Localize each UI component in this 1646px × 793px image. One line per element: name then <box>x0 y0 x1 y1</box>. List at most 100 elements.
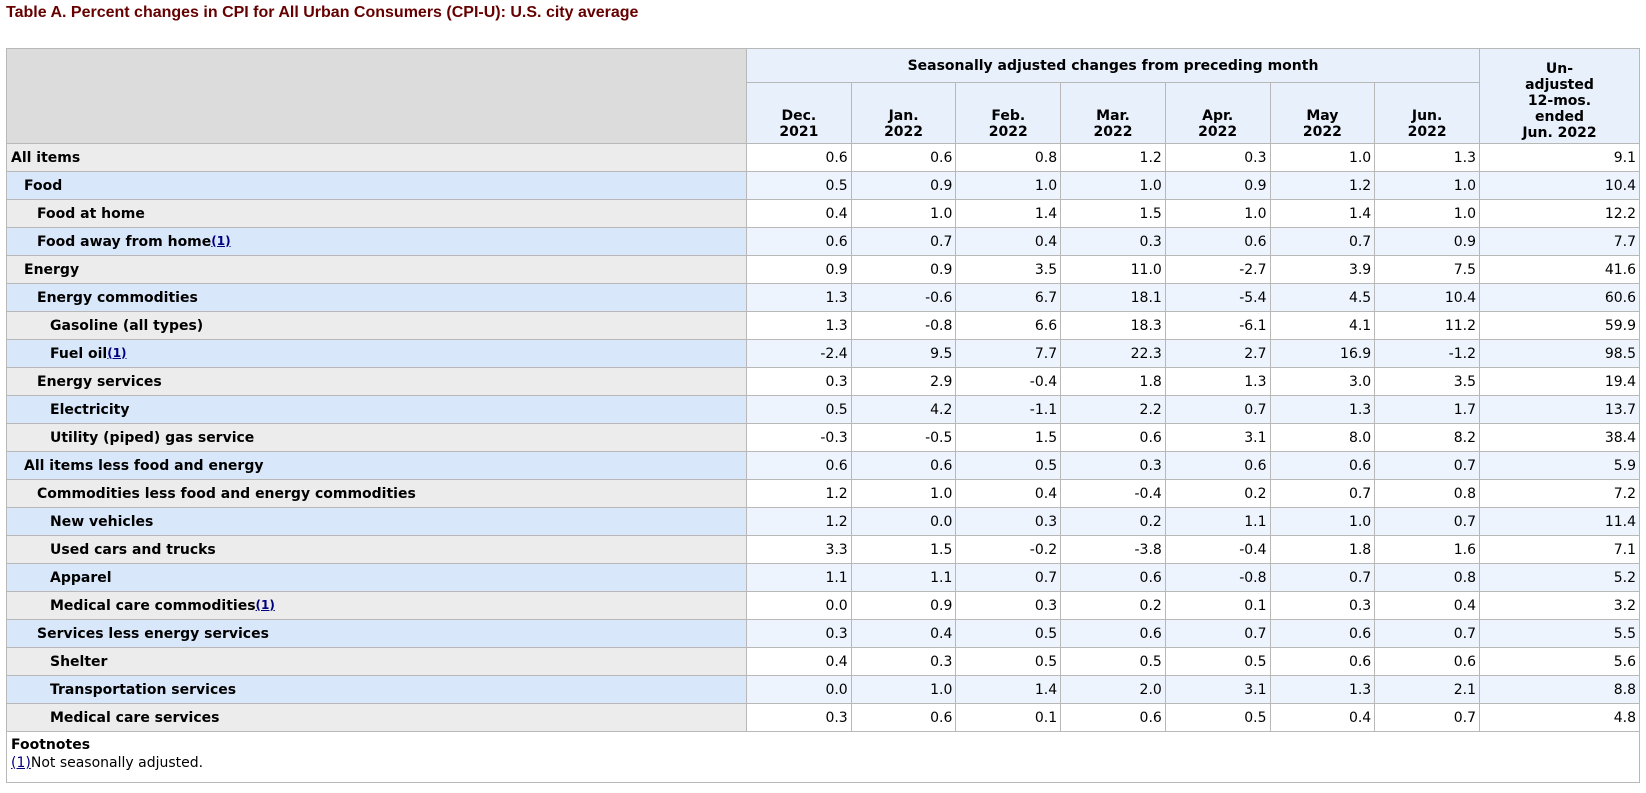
value-cell: 38.4 <box>1479 423 1640 452</box>
value-cell: 0.9 <box>746 255 852 284</box>
value-cell: 0.6 <box>1060 703 1166 732</box>
footnote-link[interactable]: (1) <box>255 597 275 612</box>
table-row: Medical care services 0.3 0.6 0.1 0.6 0.5 0.4 0… <box>6 703 1640 732</box>
value-cell: 11.2 <box>1374 311 1480 340</box>
unadjusted-header-line: Un- <box>1545 61 1574 77</box>
value-cell: 19.4 <box>1479 367 1640 396</box>
month-header-label: Jun. <box>1411 108 1443 124</box>
value-cell: 12.2 <box>1479 199 1640 228</box>
row-label: Medical care services <box>6 703 747 732</box>
footnote-link[interactable]: (1) <box>107 345 127 360</box>
value-cell: 0.2 <box>1060 591 1166 620</box>
value-cell: 7.7 <box>955 339 1062 368</box>
value-cell: 1.0 <box>850 479 957 508</box>
month-header: Feb. 2022 <box>955 82 1062 144</box>
value-cell: 0.1 <box>1164 591 1271 620</box>
month-header-year: 2022 <box>1302 124 1342 140</box>
value-cell: 0.7 <box>1269 227 1376 256</box>
row-label-text: Food <box>24 177 63 194</box>
value-cell: 0.5 <box>955 619 1062 648</box>
value-cell: 1.1 <box>850 563 957 592</box>
value-cell: 1.0 <box>1060 171 1166 200</box>
value-cell: 3.2 <box>1479 591 1640 620</box>
month-header-label: Apr. <box>1202 108 1234 124</box>
value-cell: 1.0 <box>1374 171 1480 200</box>
value-cell: 0.6 <box>746 143 852 172</box>
table-row: Shelter 0.4 0.3 0.5 0.5 0.5 0.6 0.6 5.6 <box>6 647 1640 676</box>
value-cell: 0.2 <box>1060 507 1166 536</box>
row-label: Energy commodities <box>6 283 747 312</box>
table-row: New vehicles 1.2 0.0 0.3 0.2 1.1 1.0 0.7 11.4 <box>6 507 1640 536</box>
table-row: Energy 0.9 0.9 3.5 11.0 -2.7 3.9 7.5 41.6 <box>6 255 1640 284</box>
value-cell: 0.2 <box>1164 479 1271 508</box>
value-cell: -0.4 <box>1060 479 1166 508</box>
value-cell: 0.0 <box>746 591 852 620</box>
row-label-text: Medical care services <box>50 709 220 726</box>
value-cell: 0.3 <box>1060 227 1166 256</box>
value-cell: 8.2 <box>1374 423 1480 452</box>
value-cell: 7.2 <box>1479 479 1640 508</box>
value-cell: 3.0 <box>1269 367 1376 396</box>
value-cell: 6.7 <box>955 283 1062 312</box>
value-cell: 0.6 <box>1060 423 1166 452</box>
value-cell: 3.1 <box>1164 675 1271 704</box>
value-cell: -0.8 <box>850 311 957 340</box>
row-label: Food away from home(1) <box>6 227 747 256</box>
month-header-row: Dec. 2021 Jan. 2022 Feb. 2022 Mar. 2022 Apr. 2022… <box>7 82 1640 144</box>
table-row: Utility (piped) gas service -0.3 -0.5 1.5 0.… <box>6 423 1640 452</box>
value-cell: 18.3 <box>1060 311 1166 340</box>
value-cell: 0.6 <box>1269 451 1376 480</box>
value-cell: 16.9 <box>1269 339 1376 368</box>
row-label-text: Transportation services <box>50 681 237 698</box>
value-cell: 0.3 <box>746 619 852 648</box>
value-cell: 1.5 <box>850 535 957 564</box>
value-cell: 0.5 <box>955 451 1062 480</box>
value-cell: 60.6 <box>1479 283 1640 312</box>
cpi-table: Seasonally adjusted changes from precedi… <box>6 48 1640 783</box>
value-cell: -0.5 <box>850 423 957 452</box>
footnote-ref-link[interactable]: (1) <box>11 755 31 771</box>
row-label: Energy <box>6 255 747 284</box>
month-header-label: Feb. <box>991 108 1026 124</box>
value-cell: 9.1 <box>1479 143 1640 172</box>
value-cell: 0.6 <box>1164 451 1271 480</box>
value-cell: 0.7 <box>850 227 957 256</box>
value-cell: 0.5 <box>1164 703 1271 732</box>
value-cell: 0.3 <box>1060 451 1166 480</box>
value-cell: 10.4 <box>1374 283 1480 312</box>
row-label: Used cars and trucks <box>6 535 747 564</box>
value-cell: 1.3 <box>746 283 852 312</box>
value-cell: -2.4 <box>746 339 852 368</box>
value-cell: 0.3 <box>746 367 852 396</box>
footnotes-title: Footnotes <box>11 737 91 753</box>
value-cell: 3.3 <box>746 535 852 564</box>
month-header-label: Mar. <box>1096 108 1130 124</box>
value-cell: -1.2 <box>1374 339 1480 368</box>
value-cell: 1.5 <box>1060 199 1166 228</box>
table-row: All items 0.6 0.6 0.8 1.2 0.3 1.0 1.3 9.1 <box>6 143 1640 172</box>
value-cell: 0.7 <box>1269 563 1376 592</box>
value-cell: -0.4 <box>1164 535 1271 564</box>
footnote-text: Not seasonally adjusted. <box>30 755 204 771</box>
value-cell: 1.0 <box>1269 507 1376 536</box>
row-label: Transportation services <box>6 675 747 704</box>
value-cell: -0.3 <box>746 423 852 452</box>
table-row: Medical care commodities(1) 0.0 0.9 0.3 0.2 0… <box>6 591 1640 620</box>
row-label-text: Gasoline (all types) <box>50 317 204 334</box>
value-cell: 0.8 <box>955 143 1062 172</box>
footnote-link[interactable]: (1) <box>211 233 231 248</box>
table-body: All items 0.6 0.6 0.8 1.2 0.3 1.0 1.3 9.1 Food 0.5… <box>6 143 1640 732</box>
row-label-text: Utility (piped) gas service <box>50 429 255 446</box>
row-label-text: Food away from home <box>37 233 212 250</box>
value-cell: 1.1 <box>746 563 852 592</box>
value-cell: 0.3 <box>746 703 852 732</box>
value-cell: 7.1 <box>1479 535 1640 564</box>
row-label-text: Commodities less food and energy commodi… <box>37 485 416 502</box>
table-footer: Footnotes (1)Not seasonally adjusted. <box>6 731 1640 783</box>
row-label: Electricity <box>6 395 747 424</box>
value-cell: -0.4 <box>955 367 1062 396</box>
month-header: Dec. 2021 <box>746 82 852 144</box>
value-cell: 0.4 <box>746 199 852 228</box>
value-cell: 0.0 <box>850 507 957 536</box>
row-label: Gasoline (all types) <box>6 311 747 340</box>
